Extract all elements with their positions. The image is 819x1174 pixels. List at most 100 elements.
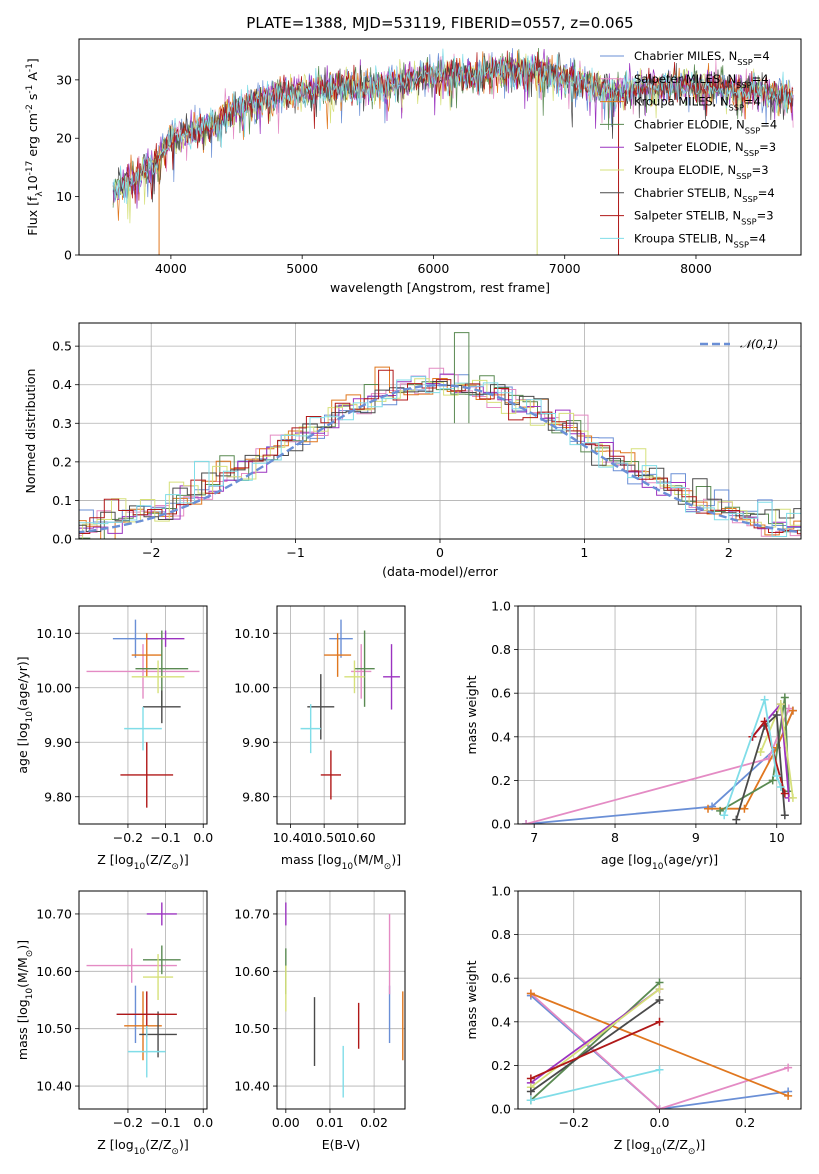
spectrum-line-kroupa-stelib: [112, 48, 793, 205]
weight-line-8: [530, 1068, 660, 1102]
y-tick-label: 0.8: [491, 642, 511, 657]
x-tick-label: 0.0: [193, 1115, 213, 1130]
axes-weight-vs-Z: −0.2 0.0 0.2 0.0 0.2 0.4 0.6 0.8 1.0 Z [log10(Z/Z…: [464, 884, 802, 1157]
axes-weight-vs-age: 7 8 9 10 0.0 0.2 0.4 0.6 0.8 1.0 age [log10(age/yr…: [464, 599, 802, 872]
y-tick-label: 0.6: [491, 971, 511, 986]
plot-area-weight-vs-Z: [526, 978, 793, 1109]
y-tick-label: 0.2: [491, 773, 511, 788]
x-tick-label: 0.0: [650, 1115, 670, 1130]
x-tick-label: 0.02: [360, 1115, 388, 1130]
y-tick-label: 0.6: [491, 686, 511, 701]
x-axis-label: (data-model)/error: [382, 564, 499, 579]
x-axis-label: mass [log10(M/M⊙)]: [281, 852, 401, 872]
x-tick-label: 10.40: [273, 830, 309, 845]
x-tick-label: −2: [142, 545, 160, 560]
x-axis-label: E(B-V): [322, 1137, 361, 1152]
weight-line-3: [530, 981, 661, 1101]
y-tick-label: 1.0: [491, 884, 511, 899]
y-axis-label: mass weight: [464, 960, 479, 1039]
axes-frame: [517, 890, 802, 1110]
weight-marker-5: [756, 748, 765, 757]
y-tick-label: 0.0: [52, 532, 72, 547]
plot-area-mass-vs-Z: [86, 902, 181, 1078]
y-tick-label: 10.50: [234, 1021, 270, 1036]
histogram-chabrier-stelib: [79, 381, 801, 532]
y-tick-label: 0.2: [52, 454, 72, 469]
y-tick-label: 0.0: [491, 1102, 511, 1117]
plot-area-mass-vs-ebv: [285, 902, 404, 1098]
weight-marker-7: [780, 789, 789, 798]
axes-frame: [78, 38, 802, 256]
histogram-chabrier-elodie: [79, 375, 801, 539]
x-tick-label: 0: [436, 545, 444, 560]
weight-marker-2: [704, 804, 713, 813]
y-tick-label: 10: [56, 189, 72, 204]
x-tick-label: 0.0: [193, 830, 213, 845]
axes-frame: [517, 605, 802, 825]
plot-area-spectrum: [112, 47, 794, 255]
y-tick-label: 10.50: [36, 1021, 72, 1036]
weight-marker-2: [740, 804, 749, 813]
x-tick-label: 7000: [549, 261, 581, 276]
spectrum-legend: Chabrier MILES, NSSP=4 Salpeter MILES, NS…: [600, 49, 777, 249]
legend-entry-4: Salpeter ELODIE, NSSP=3: [634, 140, 776, 158]
weight-marker-6: [655, 996, 664, 1004]
y-tick-label: 0.4: [52, 377, 72, 392]
y-tick-label: 10.60: [36, 964, 72, 979]
weight-marker-2: [784, 1091, 793, 1100]
plot-area-residuals: [79, 332, 801, 539]
y-tick-label: 0.5: [52, 339, 72, 354]
plot-area-age-vs-Z: [86, 619, 200, 808]
weight-marker-8: [526, 1096, 535, 1105]
weight-marker-5: [776, 700, 785, 709]
x-tick-label: 1: [580, 545, 588, 560]
spectrum-line-salpeter-stelib: [112, 50, 794, 204]
x-tick-label: 0.00: [272, 1115, 300, 1130]
x-tick-label: −0.2: [559, 1115, 589, 1130]
legend-entry-0: Chabrier MILES, NSSP=4: [634, 49, 770, 67]
weight-marker-1: [784, 1063, 793, 1072]
y-axis-label: mass [log10(M/M⊙)]: [15, 940, 35, 1060]
y-axis-label: Flux [fλ10-17 erg cm-2 s-1 A-1]: [25, 58, 45, 236]
axes-age-vs-Z: −0.2 −0.1 0.0 9.80 9.90 10.00 10.10 Z [log10(Z/…: [15, 605, 213, 872]
axes-frame: [276, 605, 406, 825]
weight-marker-2: [788, 706, 797, 715]
x-axis-label: Z [log10(Z/Z⊙)]: [614, 1137, 705, 1157]
x-tick-label: 8: [611, 830, 619, 845]
x-tick-label: 10.50: [306, 830, 342, 845]
weight-marker-8: [760, 695, 769, 704]
x-axis-label: Z [log10(Z/Z⊙)]: [97, 1137, 188, 1157]
weight-marker-6: [732, 815, 741, 824]
y-tick-label: 10.40: [234, 1079, 270, 1094]
x-tick-label: 10.60: [340, 830, 376, 845]
figure-title: PLATE=1388, MJD=53119, FIBERID=0557, z=0…: [246, 14, 633, 32]
y-tick-label: 10.40: [36, 1079, 72, 1094]
weight-marker-3: [780, 693, 789, 702]
y-axis-label: age [log10(age/yr)]: [15, 656, 35, 773]
x-axis-label: age [log10(age/yr)]: [601, 852, 718, 872]
weight-marker-6: [772, 711, 781, 719]
weight-marker-1: [522, 820, 531, 824]
x-tick-label: −0.1: [150, 1115, 180, 1130]
weight-marker-8: [776, 782, 785, 791]
y-tick-label: 9.80: [44, 789, 72, 804]
weight-line-2: [530, 992, 789, 1097]
legend-entry-8: Kroupa STELIB, NSSP=4: [634, 231, 766, 249]
y-tick-label: 0.2: [491, 1058, 511, 1073]
y-tick-label: 0.8: [491, 927, 511, 942]
x-tick-label: 0.01: [316, 1115, 344, 1130]
plot-area-weight-vs-age: [522, 693, 797, 824]
weight-line-1: [525, 708, 790, 824]
weight-marker-6: [526, 1087, 535, 1096]
legend-entry-1: Salpeter MILES, NSSP=4: [634, 72, 769, 90]
y-tick-label: 10.00: [234, 680, 270, 695]
y-tick-label: 0.1: [52, 493, 72, 508]
weight-line-0: [530, 994, 789, 1109]
y-tick-label: 30: [56, 72, 72, 87]
x-tick-label: −0.1: [150, 830, 180, 845]
y-axis-label: mass weight: [464, 675, 479, 754]
axes-frame: [78, 890, 208, 1110]
axes-mass-vs-ebv: 0.00 0.01 0.02 10.40 10.50 10.60 10.70 E(B-V): [234, 890, 406, 1152]
